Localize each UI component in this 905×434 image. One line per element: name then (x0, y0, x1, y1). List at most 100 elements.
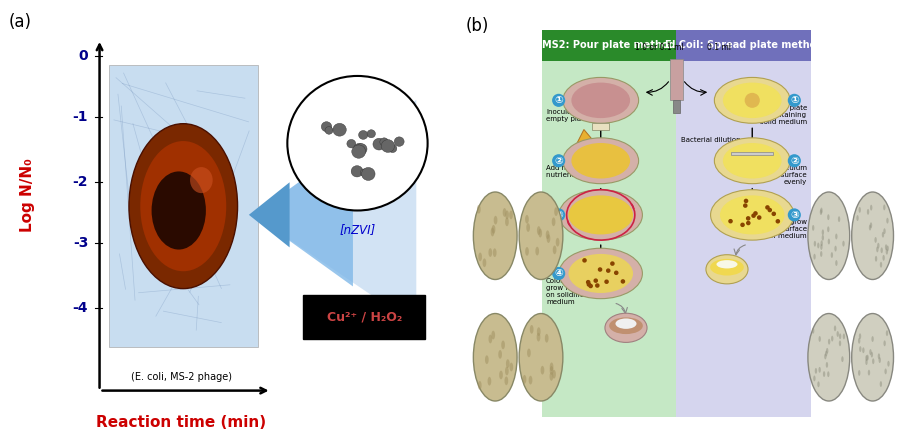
Ellipse shape (563, 77, 639, 123)
Circle shape (822, 230, 824, 235)
Ellipse shape (714, 77, 790, 123)
Ellipse shape (706, 255, 748, 284)
Circle shape (549, 362, 554, 371)
Circle shape (381, 140, 395, 152)
Circle shape (504, 376, 509, 385)
Circle shape (814, 375, 815, 381)
Circle shape (740, 223, 745, 227)
Polygon shape (571, 129, 605, 155)
Bar (676, 30, 811, 61)
Circle shape (872, 336, 874, 342)
Circle shape (834, 246, 837, 252)
Ellipse shape (140, 141, 226, 271)
Circle shape (818, 367, 821, 373)
Circle shape (505, 217, 509, 226)
Circle shape (360, 169, 368, 176)
Circle shape (836, 331, 839, 337)
Circle shape (876, 247, 879, 252)
Text: -1: -1 (72, 110, 89, 124)
Ellipse shape (129, 124, 237, 289)
Circle shape (743, 203, 748, 208)
Circle shape (887, 246, 889, 251)
Circle shape (537, 327, 540, 336)
Circle shape (883, 228, 886, 234)
Circle shape (489, 335, 492, 343)
Ellipse shape (710, 259, 744, 276)
Text: (b): (b) (466, 17, 490, 35)
Ellipse shape (559, 248, 643, 299)
Circle shape (610, 261, 614, 266)
Circle shape (834, 326, 836, 331)
Text: 0: 0 (79, 49, 89, 63)
Circle shape (872, 358, 874, 364)
Circle shape (347, 139, 356, 148)
Circle shape (552, 217, 556, 226)
Circle shape (506, 359, 510, 368)
Circle shape (482, 258, 486, 267)
Circle shape (820, 209, 822, 215)
Text: -2: -2 (72, 175, 89, 189)
Circle shape (614, 270, 618, 275)
Circle shape (817, 381, 820, 387)
Circle shape (814, 241, 816, 247)
Circle shape (547, 234, 550, 243)
Ellipse shape (717, 260, 738, 269)
Circle shape (598, 267, 603, 272)
Circle shape (556, 238, 559, 247)
Circle shape (821, 240, 823, 246)
Circle shape (523, 375, 527, 384)
Circle shape (858, 338, 861, 344)
Ellipse shape (473, 313, 517, 401)
Circle shape (380, 138, 388, 146)
Text: Inoculate
empty plate: Inoculate empty plate (546, 108, 588, 122)
Circle shape (856, 215, 859, 221)
Circle shape (858, 370, 861, 376)
Ellipse shape (571, 143, 630, 178)
Circle shape (859, 207, 861, 213)
Ellipse shape (710, 190, 794, 240)
Circle shape (745, 93, 760, 108)
Circle shape (395, 137, 405, 146)
Circle shape (491, 331, 495, 339)
Ellipse shape (720, 195, 785, 234)
Circle shape (838, 216, 840, 222)
Bar (671, 59, 682, 100)
Circle shape (767, 208, 772, 212)
Circle shape (839, 340, 842, 346)
Circle shape (536, 247, 539, 256)
Ellipse shape (723, 82, 782, 118)
Circle shape (839, 333, 842, 339)
Circle shape (883, 204, 885, 210)
Circle shape (527, 349, 531, 357)
Circle shape (493, 248, 497, 257)
Polygon shape (731, 152, 773, 155)
Circle shape (886, 218, 889, 224)
Circle shape (865, 359, 868, 365)
Text: MS2: Pour plate method: MS2: Pour plate method (542, 40, 676, 50)
Text: Bacterial dilution: Bacterial dilution (681, 137, 740, 143)
Ellipse shape (615, 319, 636, 329)
Circle shape (884, 368, 887, 374)
Circle shape (831, 252, 834, 258)
Bar (592, 123, 609, 129)
Bar (109, 65, 258, 347)
Circle shape (545, 334, 548, 342)
Circle shape (875, 256, 877, 262)
Text: Spread inoculum
over surface
evenly: Spread inoculum over surface evenly (748, 165, 807, 185)
Polygon shape (249, 182, 290, 247)
Circle shape (825, 362, 828, 368)
Ellipse shape (852, 192, 893, 279)
Circle shape (824, 354, 826, 359)
Circle shape (537, 333, 540, 342)
Circle shape (771, 211, 776, 216)
Text: 0.1 ml: 0.1 ml (707, 43, 730, 53)
Circle shape (885, 244, 887, 250)
Text: Add melted
nutrient agar: Add melted nutrient agar (546, 165, 592, 178)
Circle shape (549, 372, 553, 381)
Text: Inoculate plate
containing
solid medium: Inoculate plate containing solid medium (755, 105, 807, 125)
Ellipse shape (852, 313, 893, 401)
Circle shape (765, 205, 770, 210)
Circle shape (814, 368, 817, 374)
Circle shape (606, 268, 611, 273)
Circle shape (586, 282, 591, 287)
